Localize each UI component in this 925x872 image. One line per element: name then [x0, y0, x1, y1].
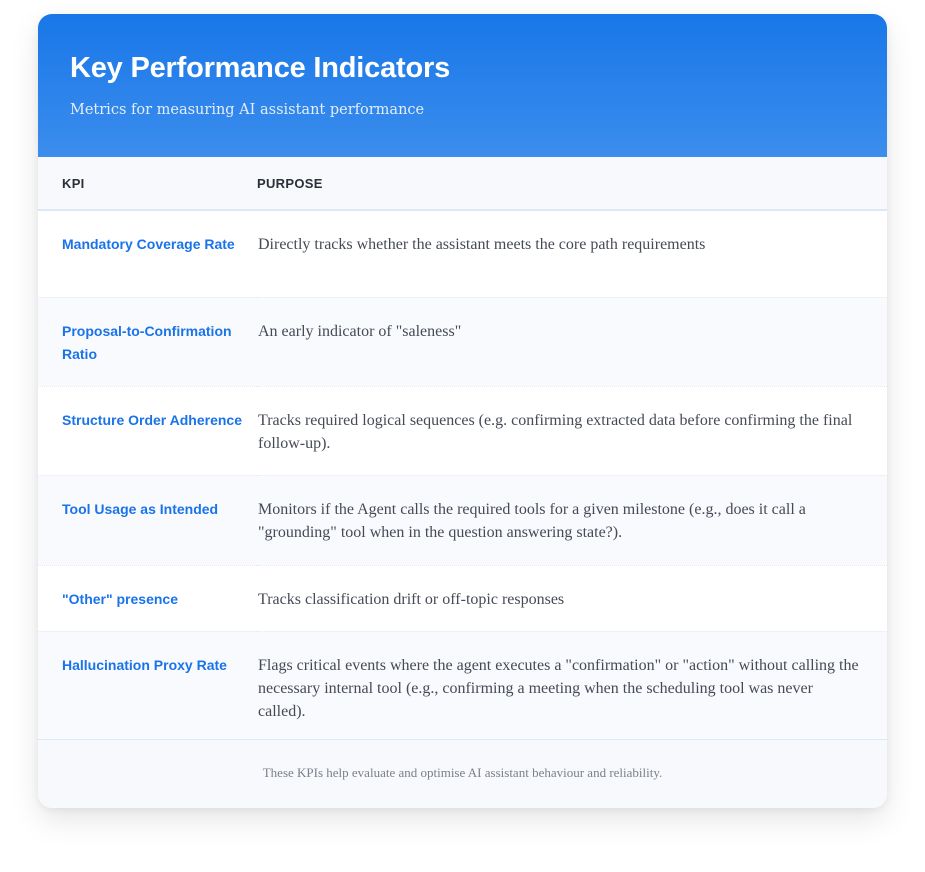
kpi-purpose: Directly tracks whether the assistant me…: [257, 210, 887, 298]
kpi-card: Key Performance Indicators Metrics for m…: [38, 14, 887, 808]
kpi-purpose: Monitors if the Agent calls the required…: [257, 475, 887, 566]
table-row: Proposal-to-Confirmation Ratio An early …: [38, 297, 887, 387]
kpi-table: KPI PURPOSE Mandatory Coverage Rate Dire…: [38, 157, 887, 745]
page-title: Key Performance Indicators: [70, 52, 450, 84]
kpi-purpose: Tracks classification drift or off-topic…: [257, 565, 887, 632]
page-subtitle: Metrics for measuring AI assistant perfo…: [70, 102, 425, 118]
table-header-row: KPI PURPOSE: [38, 157, 887, 211]
kpi-name: Proposal-to-Confirmation Ratio: [38, 297, 257, 387]
footer-note: These KPIs help evaluate and optimise AI…: [38, 739, 887, 808]
kpi-name: "Other" presence: [38, 565, 257, 632]
kpi-name: Mandatory Coverage Rate: [38, 210, 257, 298]
card-header: Key Performance Indicators Metrics for m…: [38, 14, 887, 157]
kpi-name: Tool Usage as Intended: [38, 475, 257, 566]
kpi-name: Structure Order Adherence: [38, 386, 257, 476]
kpi-name: Hallucination Proxy Rate: [38, 631, 257, 745]
kpi-purpose: An early indicator of "saleness": [257, 297, 887, 387]
kpi-purpose: Tracks required logical sequences (e.g. …: [257, 386, 887, 476]
column-header-kpi: KPI: [38, 157, 257, 211]
table-row: Structure Order Adherence Tracks require…: [38, 386, 887, 476]
table-row: Hallucination Proxy Rate Flags critical …: [38, 631, 887, 745]
table-row: "Other" presence Tracks classification d…: [38, 565, 887, 632]
kpi-purpose: Flags critical events where the agent ex…: [257, 631, 887, 745]
table-row: Tool Usage as Intended Monitors if the A…: [38, 475, 887, 566]
column-header-purpose: PURPOSE: [257, 157, 887, 211]
table-row: Mandatory Coverage Rate Directly tracks …: [38, 210, 887, 298]
